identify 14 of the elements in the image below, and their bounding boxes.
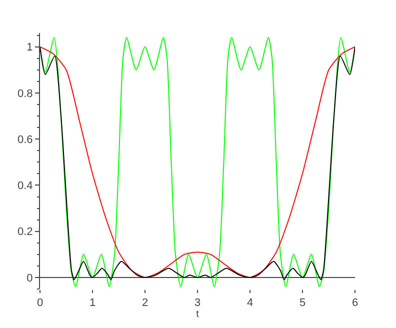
x-tick-label: 4 xyxy=(246,297,254,310)
y-tick-label: 0.8 xyxy=(18,88,33,100)
y-tick-label: 0.6 xyxy=(18,134,33,146)
x-tick-label: 0 xyxy=(36,297,44,310)
y-tick-label: 0.2 xyxy=(18,226,33,238)
y-tick-label: 0 xyxy=(26,272,33,284)
x-tick-label: 5 xyxy=(299,297,306,310)
x-axis-title: t xyxy=(196,309,200,320)
y-tick-label: 1 xyxy=(26,42,33,54)
x-tick-label: 2 xyxy=(142,297,148,310)
y-tick-label: 0.4 xyxy=(18,180,33,192)
x-tick-label: 3 xyxy=(194,297,201,310)
x-tick-label: 1 xyxy=(89,297,96,310)
x-tick-label: 6 xyxy=(352,297,358,310)
